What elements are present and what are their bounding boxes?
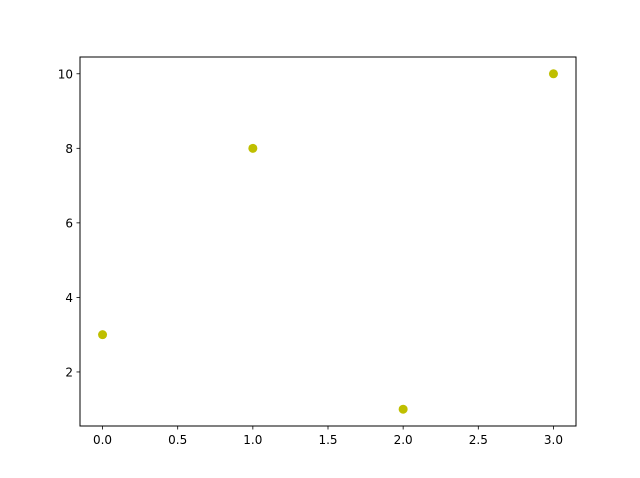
data-point <box>98 330 108 340</box>
data-point <box>548 69 558 79</box>
y-tick-label: 2 <box>65 365 73 379</box>
x-tick-label: 1.0 <box>243 433 262 447</box>
data-point <box>398 404 408 414</box>
x-tick-label: 0.5 <box>168 433 187 447</box>
x-tick-label: 0.0 <box>93 433 112 447</box>
y-axis: 2 4 6 8 10 <box>58 67 80 379</box>
axes-background <box>80 57 576 426</box>
y-tick-label: 10 <box>58 67 73 81</box>
axes-frame <box>79 56 577 427</box>
x-tick-label: 1.5 <box>318 433 337 447</box>
x-tick-label: 2.5 <box>469 433 488 447</box>
x-tick-label: 2.0 <box>394 433 413 447</box>
points-group <box>98 69 558 414</box>
y-tick-label: 4 <box>65 291 73 305</box>
data-point <box>248 143 258 153</box>
x-axis: 0.0 0.5 1.0 1.5 2.0 2.5 3.0 <box>93 426 563 447</box>
y-tick-label: 6 <box>65 216 73 230</box>
y-tick-label: 8 <box>65 142 73 156</box>
x-tick-label: 3.0 <box>544 433 563 447</box>
